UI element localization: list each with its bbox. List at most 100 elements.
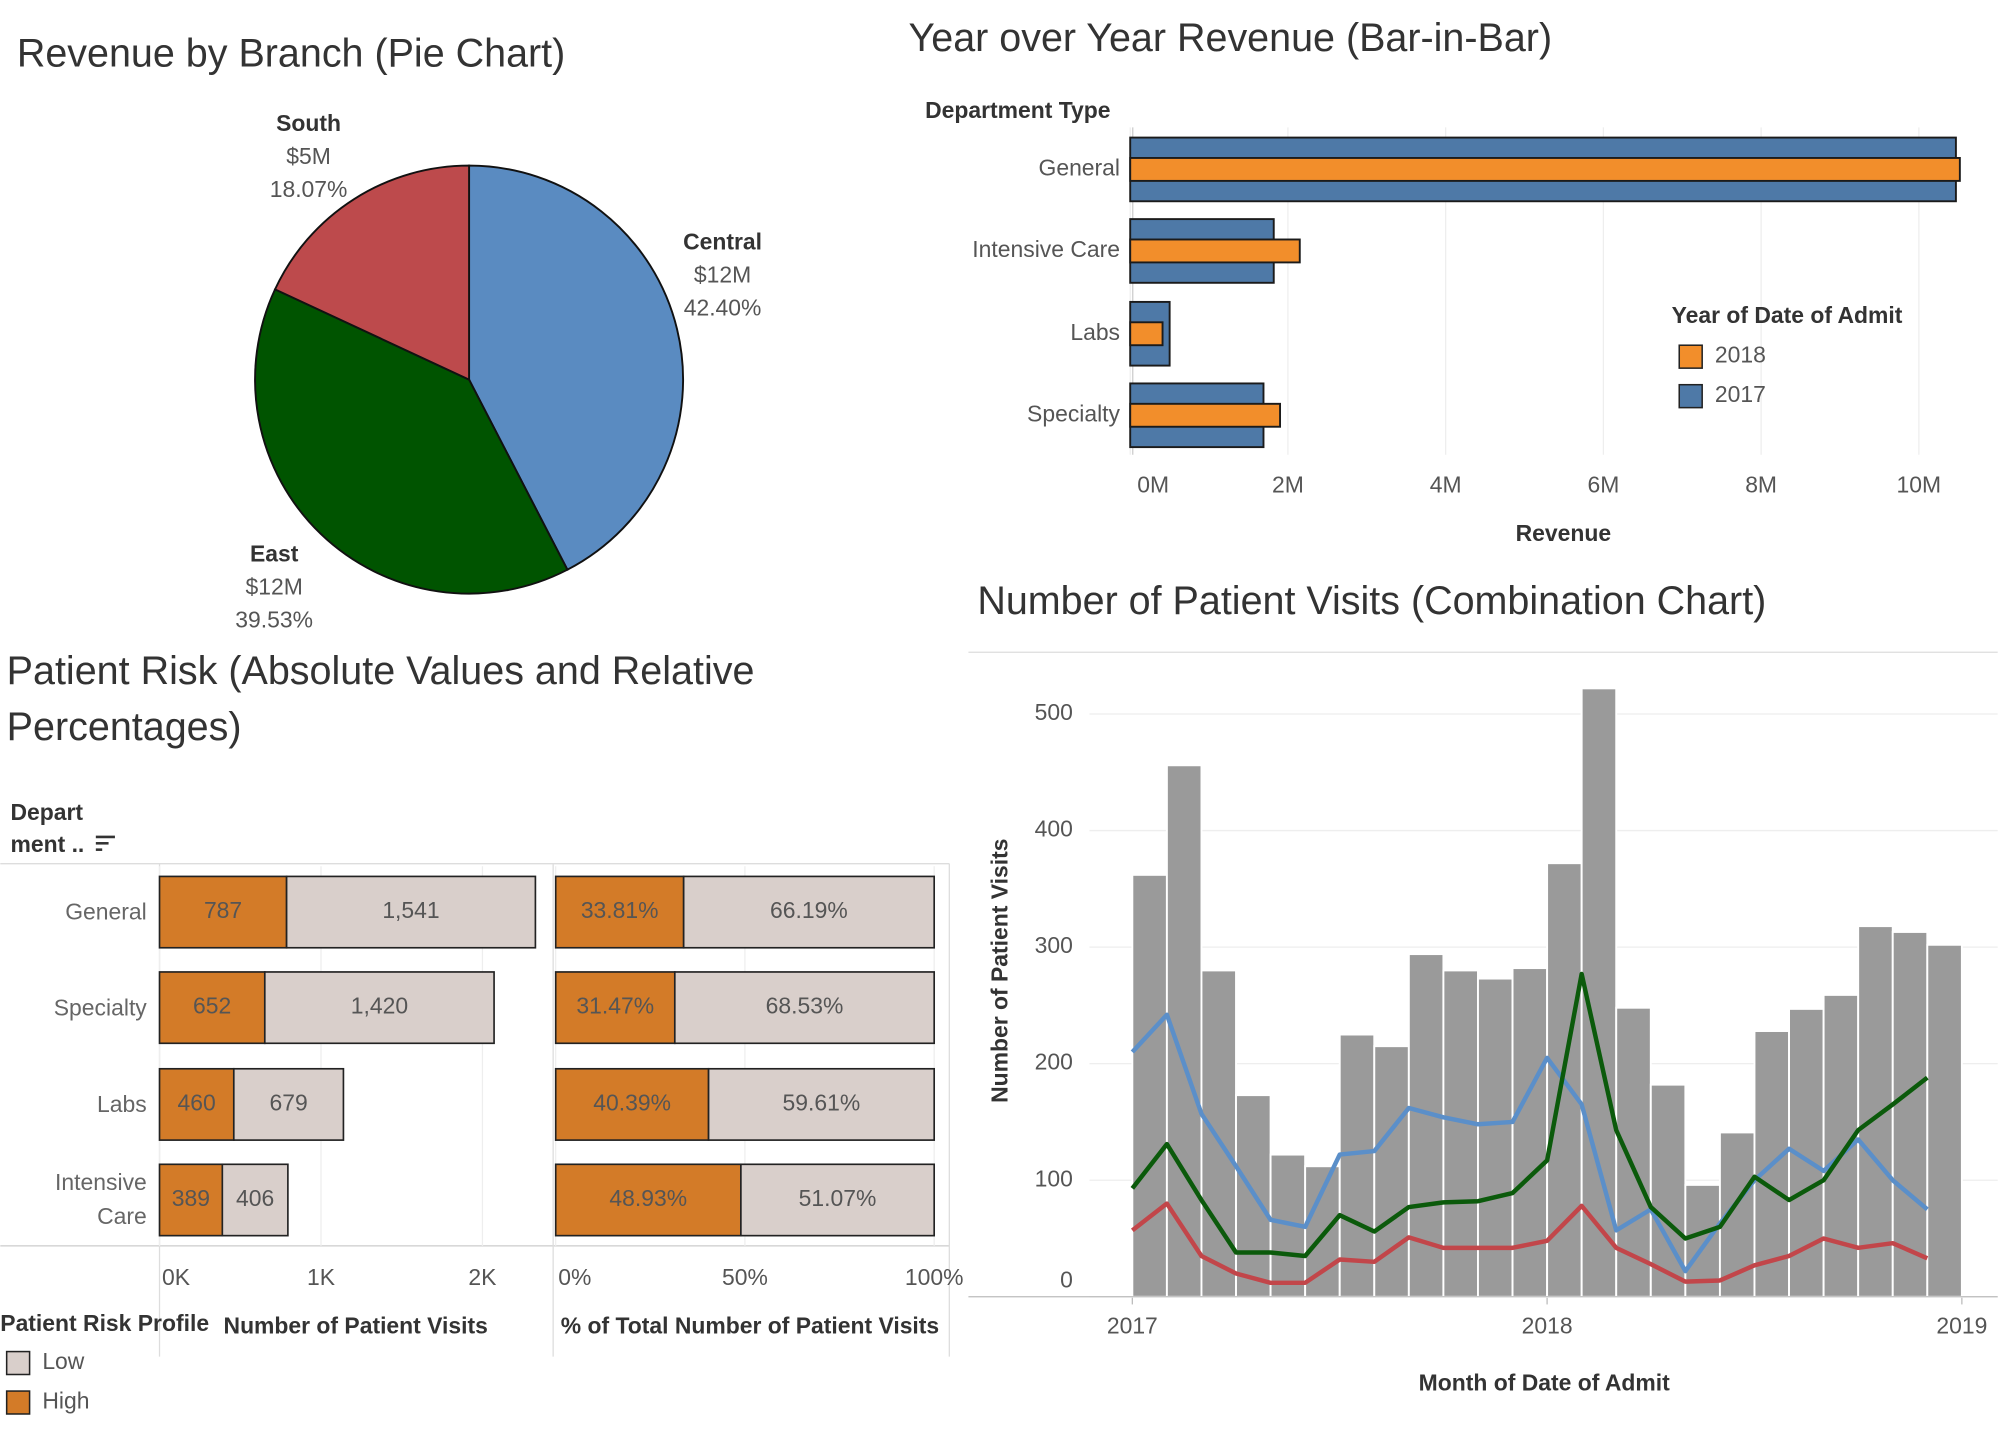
bar-segment (554, 1067, 710, 1141)
y-tick-label: 100 (1035, 1165, 1073, 1191)
data-label: 68.53% (766, 993, 844, 1019)
pie-slice (254, 288, 569, 595)
slice-name: Central (683, 228, 762, 254)
bar (1926, 943, 1963, 1298)
x-axis-title: % of Total Number of Patient Visits (561, 1312, 939, 1338)
data-label: 787 (204, 897, 242, 923)
bar-segment (232, 1067, 345, 1141)
category-label: General (65, 898, 147, 925)
bar (1131, 873, 1168, 1298)
line-series (1130, 971, 1929, 1259)
line-series (1130, 1012, 1929, 1274)
legend-swatch (5, 1350, 31, 1376)
data-label: 460 (178, 1089, 216, 1115)
bar (1129, 157, 1961, 182)
category-label-box: Intensive Care (55, 1169, 147, 1230)
row-header: Depart (10, 799, 83, 825)
line-series (1130, 1201, 1929, 1286)
x-axis-title: Revenue (1516, 520, 1611, 546)
legend-swatch (1678, 344, 1703, 369)
bar (1477, 977, 1514, 1298)
category-label: General (1039, 154, 1121, 180)
bar-segment (707, 1067, 936, 1141)
chart-title: Revenue by Branch (Pie Chart) (17, 31, 565, 75)
category-header: Department Type (925, 97, 1110, 123)
category-label: Intensive Care (972, 236, 1120, 262)
y-tick-label: 300 (1035, 932, 1073, 958)
x-tick-label: 4M (1430, 472, 1462, 498)
x-tick-label: 8M (1745, 472, 1777, 498)
data-label: 652 (193, 993, 231, 1019)
category-label: Labs (1070, 319, 1120, 345)
bar-segment (221, 1163, 289, 1237)
slice-percent: 42.40% (684, 295, 762, 321)
x-tick-label: 10M (1897, 472, 1942, 498)
pie-slice (468, 164, 685, 571)
x-tick-label: 6M (1587, 472, 1619, 498)
legend-label: High (42, 1388, 89, 1414)
x-tick-label: 1K (307, 1264, 336, 1290)
x-tick-label: 0% (558, 1264, 591, 1290)
data-label: 406 (236, 1185, 274, 1211)
x-tick-label: 50% (722, 1264, 768, 1290)
y-tick-label: 200 (1035, 1049, 1073, 1075)
data-label: 31.47% (576, 993, 654, 1019)
bar-segment (554, 971, 676, 1045)
bar-segment (673, 971, 936, 1045)
y-tick-label: 400 (1035, 816, 1073, 842)
pie-slice (273, 164, 471, 382)
legend-title: Patient Risk Profile (0, 1310, 209, 1336)
slice-revenue: $5M (286, 143, 331, 169)
chart-title: Year over Year Revenue (Bar-in-Bar) (909, 16, 1553, 60)
y-axis-title: Number of Patient Visits (987, 839, 1013, 1103)
x-tick-label: 2019 (1936, 1312, 1987, 1338)
bar-segment (740, 1163, 936, 1237)
x-tick-label: 100% (905, 1264, 964, 1290)
data-label: 33.81% (581, 897, 659, 923)
category-label: Specialty (1027, 400, 1120, 426)
data-label: 1,541 (382, 897, 439, 923)
x-tick-label: 2M (1272, 472, 1304, 498)
y-tick-label: 0 (1060, 1267, 1073, 1293)
bar-segment (158, 875, 288, 949)
slice-percent: 18.07% (270, 176, 348, 202)
bar-segment (158, 1067, 235, 1141)
legend-label: Low (42, 1348, 84, 1374)
row-header: ment .. (10, 831, 84, 857)
data-label: 51.07% (799, 1185, 877, 1211)
bar (1129, 321, 1164, 347)
slice-revenue: $12M (694, 261, 751, 287)
chart-title-box: Patient Risk (Absolute Values and Relati… (6, 648, 755, 750)
x-tick-label: 2018 (1522, 1312, 1573, 1338)
chart-title: Patient Risk (Absolute Values and Relati… (6, 648, 755, 750)
x-axis-title: Number of Patient Visits (224, 1312, 488, 1338)
x-tick-label: 2K (468, 1264, 497, 1290)
legend-label: 2018 (1715, 342, 1766, 368)
slice-name: South (276, 110, 341, 136)
legend-swatch (5, 1390, 31, 1415)
bar (1129, 402, 1282, 428)
bar-segment (682, 875, 936, 949)
x-axis-title: Month of Date of Admit (1419, 1370, 1670, 1396)
data-label: 59.61% (783, 1089, 861, 1115)
x-tick-label: 0M (1137, 472, 1169, 498)
data-label: 679 (270, 1089, 308, 1115)
category-label: Specialty (53, 994, 147, 1020)
chart-title: Number of Patient Visits (Combination Ch… (977, 579, 1766, 623)
y-tick-label: 500 (1035, 699, 1073, 725)
data-label: 48.93% (609, 1185, 687, 1211)
bar-segment (158, 1163, 224, 1237)
data-label: 1,420 (351, 993, 408, 1019)
bar (1338, 1033, 1376, 1298)
slice-revenue: $12M (246, 574, 303, 600)
bar-segment (263, 971, 495, 1045)
bar (1129, 238, 1301, 264)
slice-name: East (250, 540, 299, 566)
category-label: Intensive Care (55, 1169, 147, 1230)
category-label-box: Labs (97, 1091, 147, 1117)
category-label: Labs (97, 1091, 147, 1117)
data-label: 40.39% (593, 1089, 671, 1115)
x-tick-label: 2017 (1107, 1312, 1158, 1338)
bar (1857, 925, 1894, 1298)
